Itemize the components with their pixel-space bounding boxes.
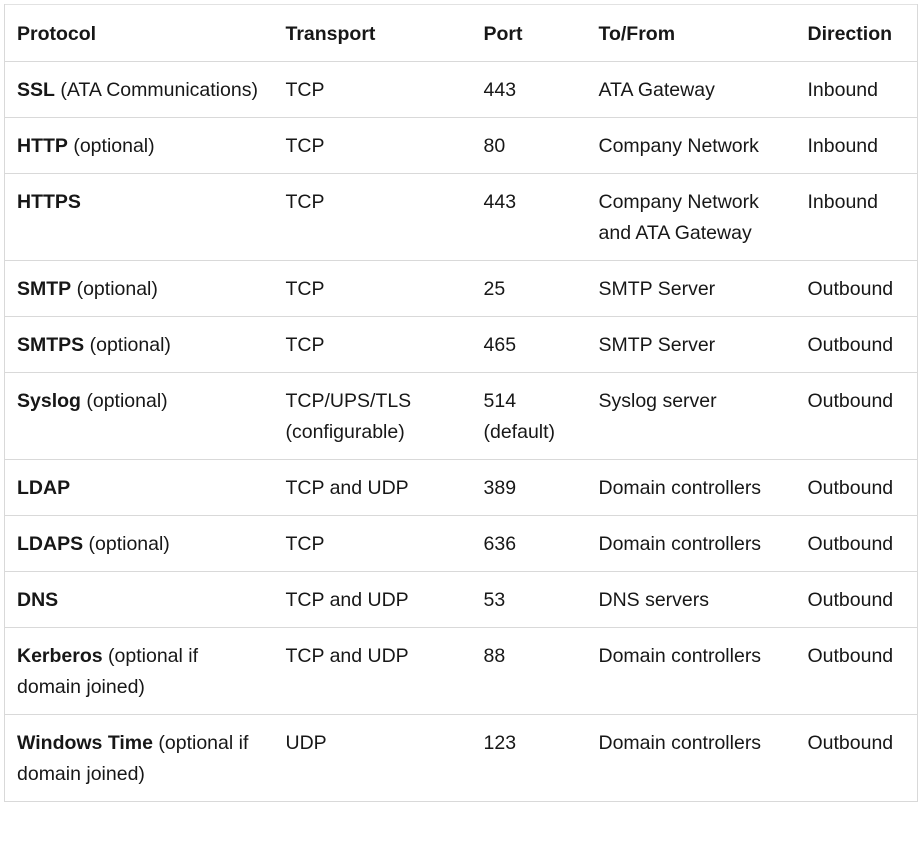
cell-protocol: Kerberos (optional if domain joined)	[4, 627, 274, 715]
cell-direction: Outbound	[795, 372, 918, 460]
cell-port: 123	[471, 714, 587, 802]
protocol-note: (optional if domain joined)	[17, 732, 249, 785]
cell-protocol: DNS	[4, 571, 274, 628]
header-direction: Direction	[795, 4, 918, 62]
cell-transport: TCP/UPS/TLS (configurable)	[273, 372, 472, 460]
cell-direction: Outbound	[795, 627, 918, 715]
cell-protocol: LDAPS (optional)	[4, 515, 274, 572]
header-protocol: Protocol	[4, 4, 274, 62]
cell-protocol: LDAP	[4, 459, 274, 516]
table-row: SMTP (optional) TCP 25 SMTP Server Outbound	[4, 260, 918, 317]
table-row: SMTPS (optional) TCP 465 SMTP Server Outboun…	[4, 316, 918, 373]
cell-transport: TCP and UDP	[273, 459, 472, 516]
cell-port: 80	[471, 117, 587, 174]
cell-transport: TCP	[273, 173, 472, 261]
protocol-name: HTTP	[17, 135, 68, 157]
cell-transport: UDP	[273, 714, 472, 802]
cell-to-from: Company Network and ATA Gateway	[586, 173, 796, 261]
table-row: Windows Time (optional if domain joined)…	[4, 714, 918, 802]
table-row: LDAPS (optional) TCP 636 Domain controllers…	[4, 515, 918, 572]
cell-protocol: HTTPS	[4, 173, 274, 261]
table-body: SSL (ATA Communications) TCP 443 ATA Gatewa…	[4, 61, 918, 802]
table-row: Kerberos (optional if domain joined) TCP …	[4, 627, 918, 715]
cell-transport: TCP and UDP	[273, 571, 472, 628]
cell-port: 389	[471, 459, 587, 516]
table-row: DNS TCP and UDP 53 DNS servers Outbound	[4, 571, 918, 628]
cell-port: 443	[471, 173, 587, 261]
header-port: Port	[471, 4, 587, 62]
cell-to-from: Domain controllers	[586, 459, 796, 516]
cell-protocol: SMTP (optional)	[4, 260, 274, 317]
ports-table-container: Protocol Transport Port To/From Directio…	[4, 4, 918, 802]
cell-direction: Outbound	[795, 714, 918, 802]
protocol-note: (ATA Communications)	[54, 79, 258, 101]
cell-direction: Outbound	[795, 459, 918, 516]
header-to-from: To/From	[586, 4, 796, 62]
protocol-name: Windows Time	[17, 732, 153, 754]
table-row: SSL (ATA Communications) TCP 443 ATA Gatewa…	[4, 61, 918, 118]
protocol-name: SSL	[17, 79, 55, 101]
cell-direction: Inbound	[795, 61, 918, 118]
cell-protocol: Windows Time (optional if domain joined)	[4, 714, 274, 802]
cell-port: 443	[471, 61, 587, 118]
protocol-name: LDAPS	[17, 533, 84, 555]
table-row: Syslog (optional) TCP/UPS/TLS (configurab…	[4, 372, 918, 460]
cell-to-from: Domain controllers	[586, 714, 796, 802]
cell-to-from: Domain controllers	[586, 515, 796, 572]
protocol-name: Kerberos	[17, 645, 103, 667]
cell-to-from: ATA Gateway	[586, 61, 796, 118]
cell-to-from: Company Network	[586, 117, 796, 174]
cell-to-from: Domain controllers	[586, 627, 796, 715]
cell-port: 514 (default)	[471, 372, 587, 460]
cell-direction: Outbound	[795, 260, 918, 317]
protocol-note: (optional)	[67, 135, 155, 157]
protocol-name: SMTPS	[17, 334, 85, 356]
cell-direction: Inbound	[795, 117, 918, 174]
cell-transport: TCP	[273, 316, 472, 373]
cell-port: 88	[471, 627, 587, 715]
table-header-row: Protocol Transport Port To/From Directio…	[4, 4, 918, 62]
cell-protocol: SMTPS (optional)	[4, 316, 274, 373]
protocol-name: LDAP	[17, 477, 71, 499]
cell-protocol: SSL (ATA Communications)	[4, 61, 274, 118]
cell-direction: Outbound	[795, 571, 918, 628]
header-transport: Transport	[273, 4, 472, 62]
cell-direction: Outbound	[795, 316, 918, 373]
protocol-name: Syslog	[17, 390, 81, 412]
cell-transport: TCP	[273, 61, 472, 118]
protocol-note: (optional if domain joined)	[17, 645, 199, 698]
cell-direction: Outbound	[795, 515, 918, 572]
protocol-note: (optional)	[80, 390, 168, 412]
cell-port: 465	[471, 316, 587, 373]
protocol-name: HTTPS	[17, 191, 81, 213]
table-row: HTTP (optional) TCP 80 Company Network Inbou…	[4, 117, 918, 174]
table-row: LDAP TCP and UDP 389 Domain controllers Outb…	[4, 459, 918, 516]
cell-transport: TCP	[273, 515, 472, 572]
table-row: HTTPS TCP 443 Company Network and ATA Gatew…	[4, 173, 918, 261]
cell-direction: Inbound	[795, 173, 918, 261]
cell-to-from: Syslog server	[586, 372, 796, 460]
cell-protocol: Syslog (optional)	[4, 372, 274, 460]
protocol-name: DNS	[17, 589, 59, 611]
cell-port: 25	[471, 260, 587, 317]
ports-table: Protocol Transport Port To/From Directio…	[4, 4, 918, 802]
protocol-note: (optional)	[83, 533, 170, 555]
cell-to-from: SMTP Server	[586, 260, 796, 317]
cell-transport: TCP	[273, 260, 472, 317]
cell-port: 53	[471, 571, 587, 628]
cell-port: 636	[471, 515, 587, 572]
protocol-note: (optional)	[84, 334, 171, 356]
cell-to-from: DNS servers	[586, 571, 796, 628]
cell-transport: TCP and UDP	[273, 627, 472, 715]
protocol-name: SMTP	[17, 278, 72, 300]
cell-to-from: SMTP Server	[586, 316, 796, 373]
cell-protocol: HTTP (optional)	[4, 117, 274, 174]
protocol-note: (optional)	[71, 278, 158, 300]
cell-transport: TCP	[273, 117, 472, 174]
